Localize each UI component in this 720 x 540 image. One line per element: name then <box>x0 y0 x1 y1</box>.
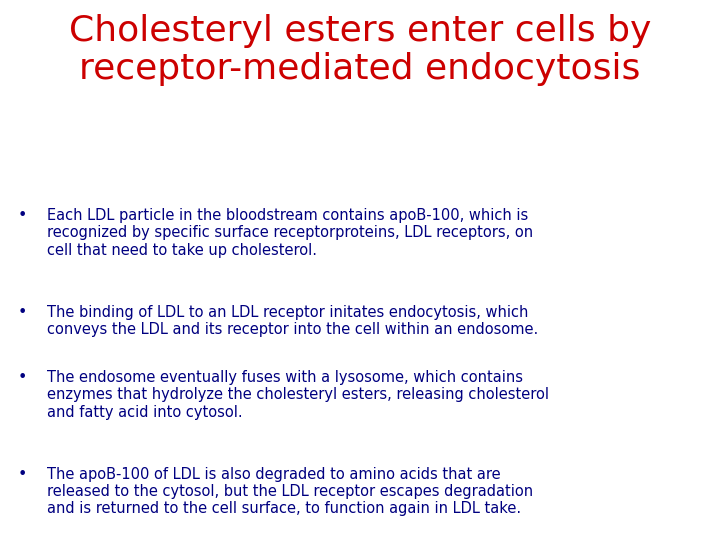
Text: •: • <box>18 305 27 320</box>
Text: Each LDL particle in the bloodstream contains apoB-100, which is
recognized by s: Each LDL particle in the bloodstream con… <box>47 208 533 258</box>
Text: The binding of LDL to an LDL receptor initates endocytosis, which
conveys the LD: The binding of LDL to an LDL receptor in… <box>47 305 538 337</box>
Text: The apoB-100 of LDL is also degraded to amino acids that are
released to the cyt: The apoB-100 of LDL is also degraded to … <box>47 467 533 516</box>
Text: •: • <box>18 208 27 223</box>
Text: The endosome eventually fuses with a lysosome, which contains
enzymes that hydro: The endosome eventually fuses with a lys… <box>47 370 549 420</box>
Text: Cholesteryl esters enter cells by
receptor-mediated endocytosis: Cholesteryl esters enter cells by recept… <box>69 14 651 85</box>
Text: •: • <box>18 370 27 385</box>
Text: •: • <box>18 467 27 482</box>
